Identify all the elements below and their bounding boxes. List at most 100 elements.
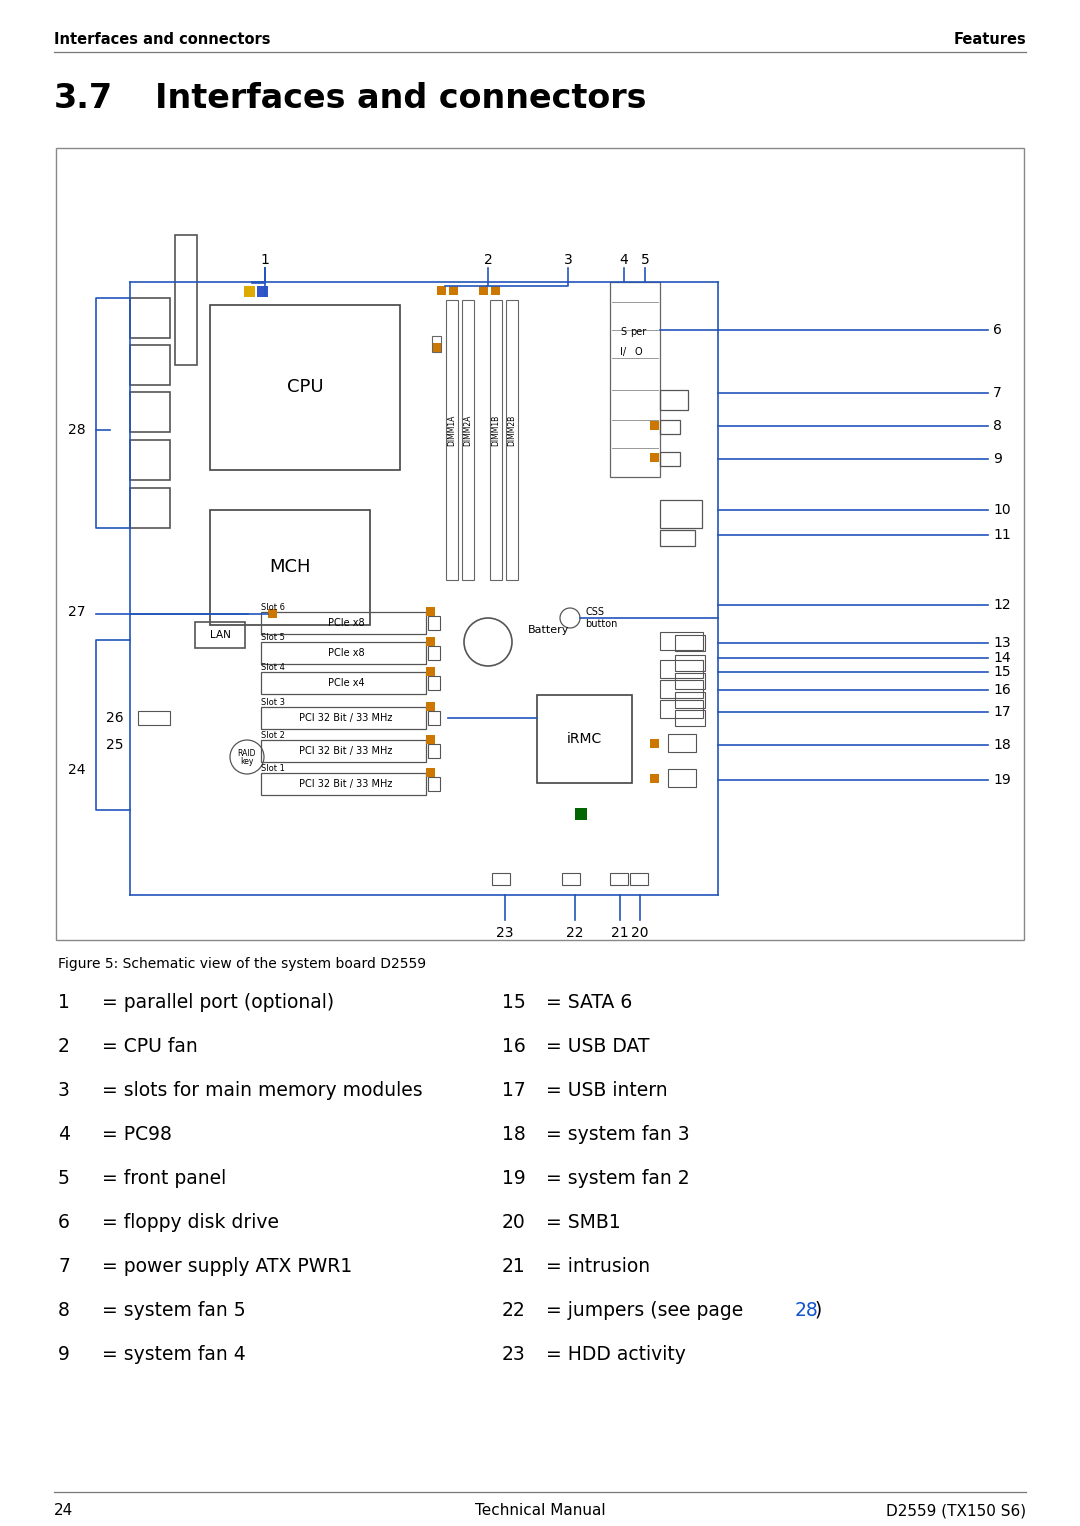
Text: I/: I/ bbox=[620, 346, 626, 357]
Bar bbox=[675, 635, 705, 652]
Bar bbox=[650, 421, 659, 430]
Bar bbox=[562, 873, 580, 885]
Text: 25: 25 bbox=[106, 739, 123, 752]
Text: 2: 2 bbox=[484, 253, 492, 267]
Text: = USB DAT: = USB DAT bbox=[540, 1038, 649, 1056]
Text: = CPU fan: = CPU fan bbox=[96, 1038, 198, 1056]
Text: 8: 8 bbox=[58, 1302, 70, 1320]
Text: = system fan 4: = system fan 4 bbox=[96, 1344, 246, 1364]
Text: 6: 6 bbox=[993, 324, 1002, 337]
Text: 8: 8 bbox=[993, 420, 1002, 433]
Text: = system fan 3: = system fan 3 bbox=[540, 1125, 690, 1144]
Text: 5: 5 bbox=[58, 1169, 70, 1189]
Bar bbox=[480, 285, 488, 295]
Text: 6: 6 bbox=[58, 1213, 70, 1231]
Text: 10: 10 bbox=[993, 504, 1011, 517]
Text: 21: 21 bbox=[611, 926, 629, 940]
Bar bbox=[426, 667, 435, 676]
Text: DIMM2B: DIMM2B bbox=[508, 415, 516, 446]
Bar bbox=[650, 774, 659, 783]
Text: Technical Manual: Technical Manual bbox=[475, 1503, 605, 1518]
Bar bbox=[428, 676, 440, 690]
Text: 26: 26 bbox=[106, 711, 123, 725]
Text: 21: 21 bbox=[502, 1257, 526, 1276]
Text: Interfaces and connectors: Interfaces and connectors bbox=[156, 82, 647, 114]
Bar bbox=[575, 807, 588, 819]
Bar bbox=[432, 343, 441, 353]
Text: 7: 7 bbox=[58, 1257, 70, 1276]
Text: Figure 5: Schematic view of the system board D2559: Figure 5: Schematic view of the system b… bbox=[58, 957, 427, 971]
Bar bbox=[449, 285, 458, 295]
Text: RAID: RAID bbox=[238, 749, 256, 758]
Text: MCH: MCH bbox=[269, 559, 311, 577]
Bar bbox=[490, 301, 502, 580]
Text: 15: 15 bbox=[993, 665, 1011, 679]
Bar bbox=[660, 661, 703, 678]
Text: = system fan 2: = system fan 2 bbox=[540, 1169, 690, 1189]
Text: 18: 18 bbox=[993, 739, 1011, 752]
Text: 28: 28 bbox=[68, 423, 85, 436]
Text: Battery: Battery bbox=[528, 626, 569, 635]
Bar bbox=[268, 609, 276, 618]
Bar bbox=[130, 439, 170, 481]
Bar bbox=[426, 768, 435, 777]
Text: D2559 (TX150 S6): D2559 (TX150 S6) bbox=[886, 1503, 1026, 1518]
Text: = intrusion: = intrusion bbox=[540, 1257, 650, 1276]
Bar bbox=[660, 530, 696, 546]
Text: O: O bbox=[634, 346, 642, 357]
Text: key: key bbox=[241, 757, 254, 766]
Text: PCIe x8: PCIe x8 bbox=[327, 618, 364, 629]
Text: 7: 7 bbox=[993, 386, 1002, 400]
Bar bbox=[660, 391, 688, 410]
Text: 1: 1 bbox=[58, 993, 70, 1012]
Bar bbox=[669, 769, 696, 787]
Text: 13: 13 bbox=[993, 636, 1011, 650]
Text: DIMM1B: DIMM1B bbox=[491, 415, 500, 446]
Bar bbox=[56, 148, 1024, 940]
Bar bbox=[630, 873, 648, 885]
Bar bbox=[426, 702, 435, 711]
Bar bbox=[130, 298, 170, 337]
Bar bbox=[210, 305, 400, 470]
Text: 4: 4 bbox=[58, 1125, 70, 1144]
Text: Interfaces and connectors: Interfaces and connectors bbox=[54, 32, 270, 47]
Bar bbox=[130, 345, 170, 385]
Text: 22: 22 bbox=[566, 926, 584, 940]
Text: = HDD activity: = HDD activity bbox=[540, 1344, 686, 1364]
Bar bbox=[437, 285, 446, 295]
Bar bbox=[426, 636, 435, 645]
Text: CPU: CPU bbox=[286, 378, 323, 397]
Text: PCIe x8: PCIe x8 bbox=[327, 649, 364, 658]
Bar bbox=[428, 745, 440, 758]
Bar bbox=[428, 711, 440, 725]
Bar bbox=[650, 739, 659, 748]
Text: 24: 24 bbox=[54, 1503, 73, 1518]
Text: = floppy disk drive: = floppy disk drive bbox=[96, 1213, 279, 1231]
Text: 20: 20 bbox=[502, 1213, 526, 1231]
Text: = slots for main memory modules: = slots for main memory modules bbox=[96, 1080, 422, 1100]
Text: = USB intern: = USB intern bbox=[540, 1080, 667, 1100]
Text: Slot 4: Slot 4 bbox=[261, 662, 285, 671]
Bar bbox=[660, 452, 680, 465]
Bar bbox=[428, 617, 440, 630]
Bar bbox=[175, 235, 197, 365]
Text: 23: 23 bbox=[496, 926, 514, 940]
Bar bbox=[675, 710, 705, 726]
Text: = PC98: = PC98 bbox=[96, 1125, 172, 1144]
Text: LAN: LAN bbox=[210, 630, 230, 639]
Text: 17: 17 bbox=[502, 1080, 526, 1100]
Bar bbox=[675, 691, 705, 708]
Text: 14: 14 bbox=[993, 652, 1011, 665]
Bar bbox=[130, 392, 170, 432]
Text: 19: 19 bbox=[993, 774, 1011, 787]
Text: 19: 19 bbox=[502, 1169, 526, 1189]
Text: 27: 27 bbox=[68, 604, 85, 620]
Bar bbox=[507, 301, 518, 580]
Text: = SATA 6: = SATA 6 bbox=[540, 993, 632, 1012]
Text: 17: 17 bbox=[993, 705, 1011, 719]
Bar bbox=[675, 673, 705, 690]
Bar bbox=[261, 612, 426, 633]
Text: CSS: CSS bbox=[585, 607, 604, 617]
Text: = system fan 5: = system fan 5 bbox=[96, 1302, 245, 1320]
Bar bbox=[650, 453, 659, 462]
